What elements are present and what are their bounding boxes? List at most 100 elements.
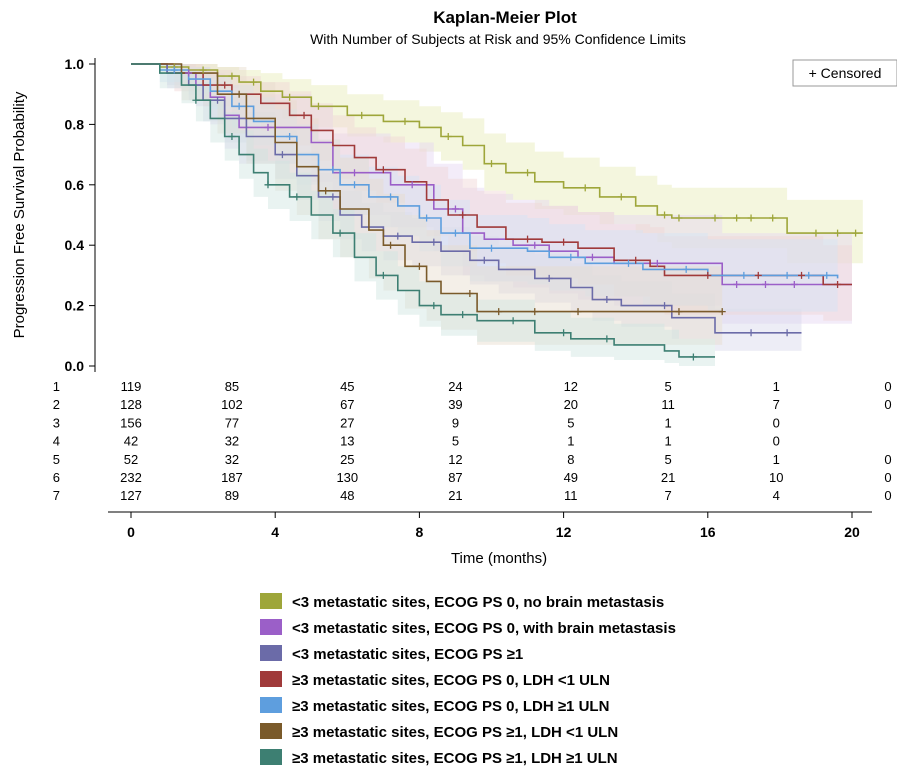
censor-mark-2-5 [451, 205, 459, 213]
censor-mark-5-2 [235, 102, 243, 110]
censor-mark-1-14 [661, 211, 669, 219]
at-risk-count-5-0: 52 [124, 452, 138, 467]
censor-mark-1-12 [581, 184, 589, 192]
at-risk-count-2-0: 128 [120, 397, 142, 412]
at-risk-row-label-7: 7 [53, 488, 60, 503]
legend-swatch-5 [260, 697, 282, 713]
at-risk-count-3-3: 9 [452, 415, 459, 430]
at-risk-count-5-3: 12 [448, 452, 462, 467]
censor-mark-6-1 [235, 90, 243, 98]
censor-mark-2-4 [408, 181, 416, 189]
at-risk-row-label-4: 4 [53, 434, 60, 449]
at-risk-row-label-5: 5 [53, 452, 60, 467]
censor-mark-7-7 [430, 302, 438, 310]
censor-mark-1-13 [617, 193, 625, 201]
censor-mark-5-14 [783, 271, 791, 279]
at-risk-row-label-3: 3 [53, 415, 60, 430]
legend-swatch-4 [260, 671, 282, 687]
censor-mark-3-2 [278, 151, 286, 159]
censor-mark-7-5 [336, 229, 344, 237]
censor-mark-4-6 [560, 238, 568, 246]
at-risk-count-1-4: 12 [564, 379, 578, 394]
at-risk-count-6-6: 10 [769, 470, 783, 485]
legend-label-7: ≥3 metastatic sites, ECOG PS ≥1, LDH ≥1 … [292, 750, 618, 767]
censor-mark-2-11 [790, 280, 798, 288]
censor-mark-1-8 [401, 117, 409, 125]
y-tick-label-2: 0.4 [65, 237, 85, 253]
censor-mark-2-8 [653, 259, 661, 267]
legend-swatch-3 [260, 645, 282, 661]
at-risk-count-6-5: 21 [661, 470, 675, 485]
censor-mark-7-8 [459, 311, 467, 319]
legend-swatch-7 [260, 749, 282, 765]
censor-mark-1-15 [675, 214, 683, 222]
censor-mark-3-9 [661, 302, 669, 310]
censor-mark-5-1 [170, 66, 178, 74]
censor-mark-3-7 [545, 274, 553, 282]
censor-mark-7-11 [603, 335, 611, 343]
censor-mark-5-9 [488, 244, 495, 252]
censor-mark-5-4 [329, 166, 337, 174]
censor-mark-1-20 [812, 229, 820, 237]
censor-mark-1-3 [228, 72, 236, 80]
censor-mark-6-10 [718, 308, 726, 316]
censor-mark-6-8 [574, 308, 582, 316]
legend-swatch-2 [260, 619, 282, 635]
censor-mark-5-7 [423, 214, 431, 222]
censor-mark-7-10 [560, 329, 568, 337]
at-risk-count-2-3: 39 [448, 397, 462, 412]
survival-curve-2 [131, 63, 852, 286]
censor-mark-6-4 [415, 262, 423, 270]
censor-mark-4-9 [754, 271, 762, 279]
at-risk-count-4-5: 1 [665, 434, 672, 449]
censor-mark-4-7 [632, 256, 640, 264]
x-tick-label-4: 16 [700, 524, 716, 540]
at-risk-count-7-2: 48 [340, 488, 354, 503]
at-risk-count-3-2: 27 [340, 415, 354, 430]
y-tick-label-4: 0.8 [65, 116, 85, 132]
at-risk-count-6-4: 49 [564, 470, 578, 485]
censor-mark-1-10 [488, 160, 495, 168]
legend-label-1: <3 metastatic sites, ECOG PS 0, no brain… [292, 594, 664, 611]
censor-mark-2-1 [185, 69, 193, 77]
censor-mark-5-5 [351, 181, 359, 189]
at-risk-count-1-0: 119 [121, 379, 142, 394]
at-risk-count-1-3: 24 [448, 379, 462, 394]
censor-mark-2-7 [588, 253, 596, 261]
censor-mark-2-3 [351, 169, 359, 177]
ci-band-3 [131, 64, 802, 351]
at-risk-count-6-0: 232 [120, 470, 142, 485]
legend-label-5: ≥3 metastatic sites, ECOG PS 0, LDH ≥1 U… [292, 698, 609, 715]
at-risk-count-6-7: 0 [884, 470, 891, 485]
censor-mark-5-10 [567, 253, 575, 261]
censor-mark-3-5 [430, 238, 438, 246]
at-risk-count-3-1: 77 [225, 415, 239, 430]
censor-mark-7-3 [264, 181, 272, 189]
survival-curve-1 [131, 63, 863, 234]
censor-mark-4-2 [300, 111, 308, 119]
censor-mark-2-10 [761, 280, 769, 288]
at-risk-count-1-2: 45 [340, 379, 354, 394]
censor-marks [170, 63, 860, 361]
at-risk-count-7-5: 7 [665, 488, 672, 503]
y-tick-label-1: 0.2 [65, 298, 85, 314]
at-risk-count-6-3: 87 [448, 470, 462, 485]
censor-mark-5-15 [805, 271, 813, 279]
at-risk-count-3-6: 0 [773, 415, 780, 430]
censor-mark-3-6 [480, 256, 488, 264]
censored-legend-label: + Censored [809, 65, 882, 81]
censor-mark-5-8 [451, 229, 459, 237]
at-risk-row-label-6: 6 [53, 470, 60, 485]
censor-mark-3-8 [603, 296, 611, 304]
censor-mark-5-11 [624, 259, 632, 267]
censor-mark-4-1 [221, 81, 229, 89]
x-tick-label-0: 0 [127, 524, 135, 540]
at-risk-count-5-6: 1 [773, 452, 780, 467]
at-risk-count-7-7: 0 [884, 488, 891, 503]
at-risk-count-2-2: 67 [340, 397, 354, 412]
censor-mark-6-5 [466, 290, 474, 298]
at-risk-count-4-2: 13 [340, 434, 354, 449]
chart-title: Kaplan-Meier Plot [433, 8, 577, 27]
censor-mark-1-7 [358, 111, 366, 119]
